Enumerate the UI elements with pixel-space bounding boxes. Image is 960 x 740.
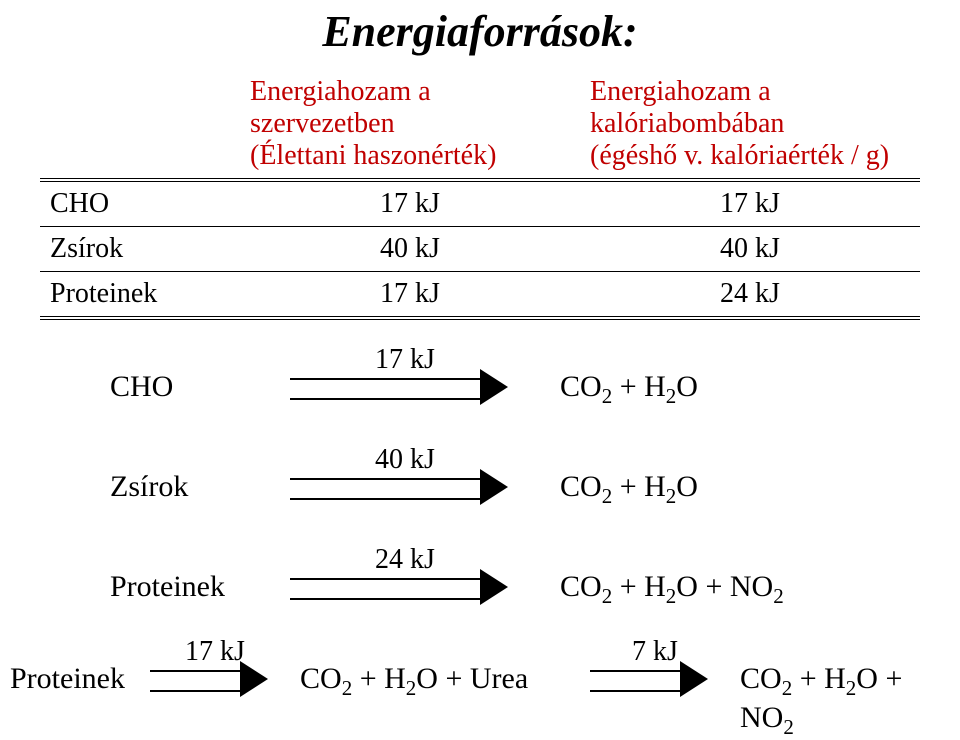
row-label: CHO [40,180,240,227]
reaction-lhs: Proteinek [10,662,125,696]
row-val: 40 kJ [580,227,920,272]
hdr-line: Energiahozam a [250,76,431,107]
table-row: Proteinek 17 kJ 24 kJ [40,272,920,319]
slide: { "title": "Energiaforrások:", "headers"… [0,0,960,722]
table-row: CHO 17 kJ 17 kJ [40,180,920,227]
table-header-caloriebomb: Energiahozam a kalóriabombában (égéshő v… [580,70,920,180]
row-val: 17 kJ [240,180,580,227]
reaction-rhs: CO2 + H2O + NO2 [560,570,784,609]
page-title: Energiaforrások: [0,6,960,57]
reaction-rhs: CO2 + H2O [560,470,698,509]
reaction-lhs: Zsírok [110,470,188,504]
table-header-organism: Energiahozam a szervezetben (Élettani ha… [240,70,580,180]
row-val: 17 kJ [240,272,580,319]
hdr-line: szervezetben [250,108,395,139]
hdr-line: kalóriabombában [590,108,784,139]
reaction-rhs: CO2 + H2O + NO2 [740,662,960,740]
row-val: 24 kJ [580,272,920,319]
reaction-lhs: Proteinek [110,570,225,604]
table-row: Zsírok 40 kJ 40 kJ [40,227,920,272]
energy-table: Energiahozam a szervezetben (Élettani ha… [40,70,920,320]
reaction-mid: CO2 + H2O + Urea [300,662,528,701]
reaction-rhs: CO2 + H2O [560,370,698,409]
row-label: Proteinek [40,272,240,319]
hdr-line: Energiahozam a [590,76,771,107]
row-val: 17 kJ [580,180,920,227]
hdr-line: (Élettani haszonérték) [250,140,496,171]
hdr-line: (égéshő v. kalóriaérték / g) [590,140,889,171]
reaction-lhs: CHO [110,370,173,404]
row-val: 40 kJ [240,227,580,272]
row-label: Zsírok [40,227,240,272]
table-header-empty [40,70,240,180]
